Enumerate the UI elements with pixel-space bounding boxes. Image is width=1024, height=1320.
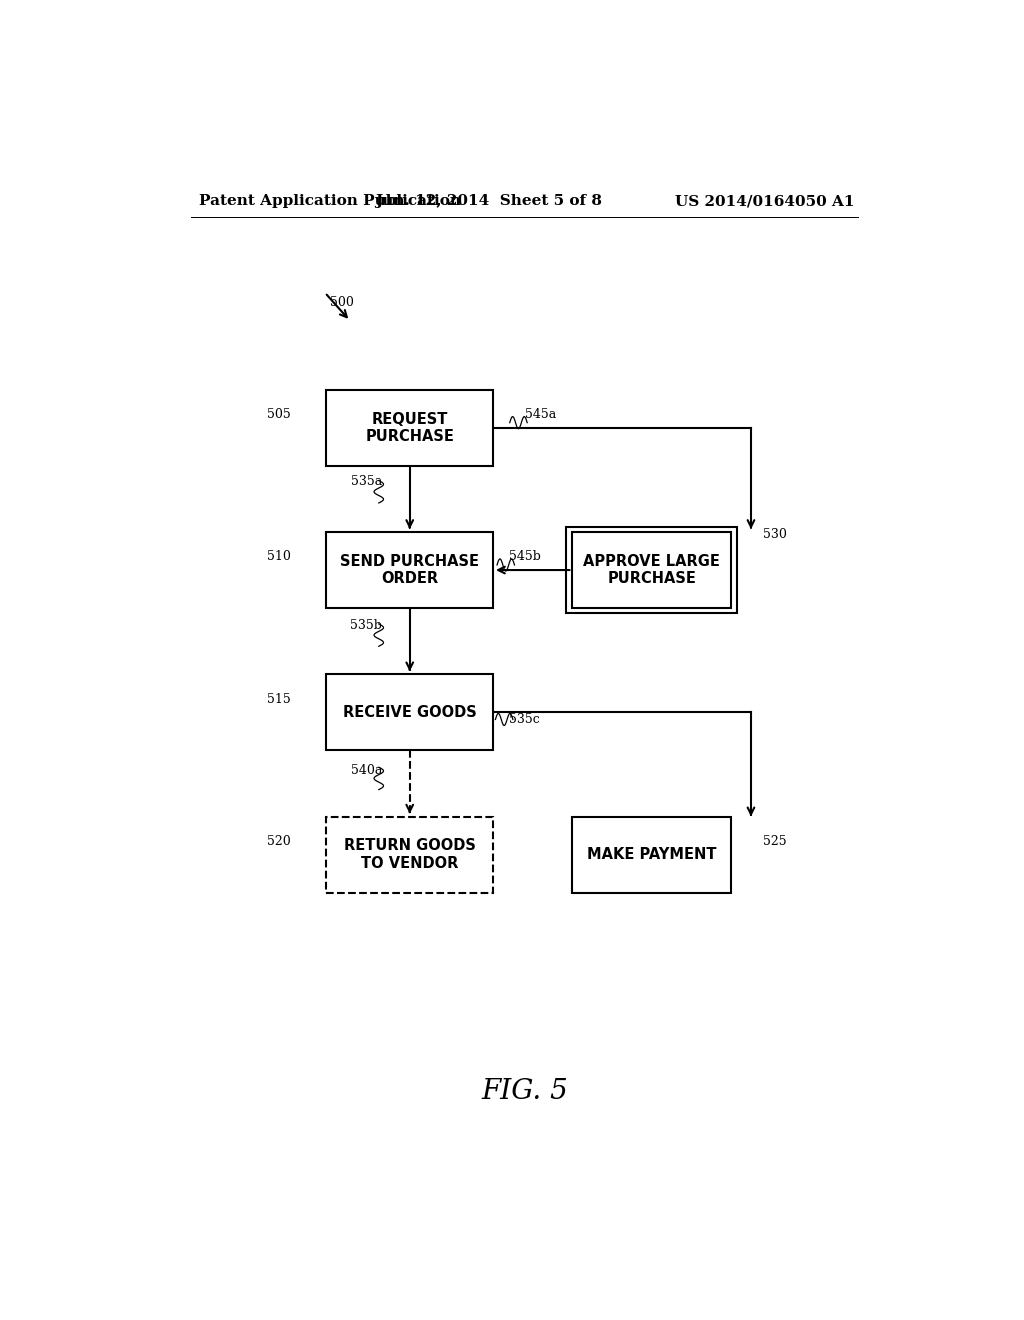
Text: 500: 500 [331, 296, 354, 309]
Text: US 2014/0164050 A1: US 2014/0164050 A1 [675, 194, 854, 209]
Text: Patent Application Publication: Patent Application Publication [200, 194, 462, 209]
Bar [572, 532, 731, 609]
Text: REQUEST
PURCHASE: REQUEST PURCHASE [366, 412, 455, 444]
Text: 540a: 540a [350, 764, 382, 776]
Text: MAKE PAYMENT: MAKE PAYMENT [587, 847, 717, 862]
Text: FIG. 5: FIG. 5 [481, 1078, 568, 1105]
Bar [327, 389, 493, 466]
Text: RETURN GOODS
TO VENDOR: RETURN GOODS TO VENDOR [344, 838, 476, 871]
Bar [572, 817, 731, 892]
Bar [566, 527, 737, 612]
Text: 505: 505 [267, 408, 291, 421]
Text: 545b: 545b [509, 550, 541, 564]
Text: 545a: 545a [524, 408, 556, 421]
Bar [327, 817, 493, 892]
Text: 530: 530 [763, 528, 786, 541]
Bar [327, 532, 493, 609]
Text: Jun. 12, 2014  Sheet 5 of 8: Jun. 12, 2014 Sheet 5 of 8 [376, 194, 602, 209]
Text: 520: 520 [267, 836, 291, 847]
Text: 525: 525 [763, 836, 786, 847]
Bar [327, 675, 493, 751]
Text: 515: 515 [267, 693, 291, 706]
Text: SEND PURCHASE
ORDER: SEND PURCHASE ORDER [340, 554, 479, 586]
Text: RECEIVE GOODS: RECEIVE GOODS [343, 705, 476, 719]
Text: 535b: 535b [350, 619, 382, 632]
Text: 535c: 535c [509, 713, 540, 726]
Text: APPROVE LARGE
PURCHASE: APPROVE LARGE PURCHASE [584, 554, 720, 586]
Text: 535a: 535a [350, 475, 382, 488]
Text: 510: 510 [267, 550, 291, 564]
